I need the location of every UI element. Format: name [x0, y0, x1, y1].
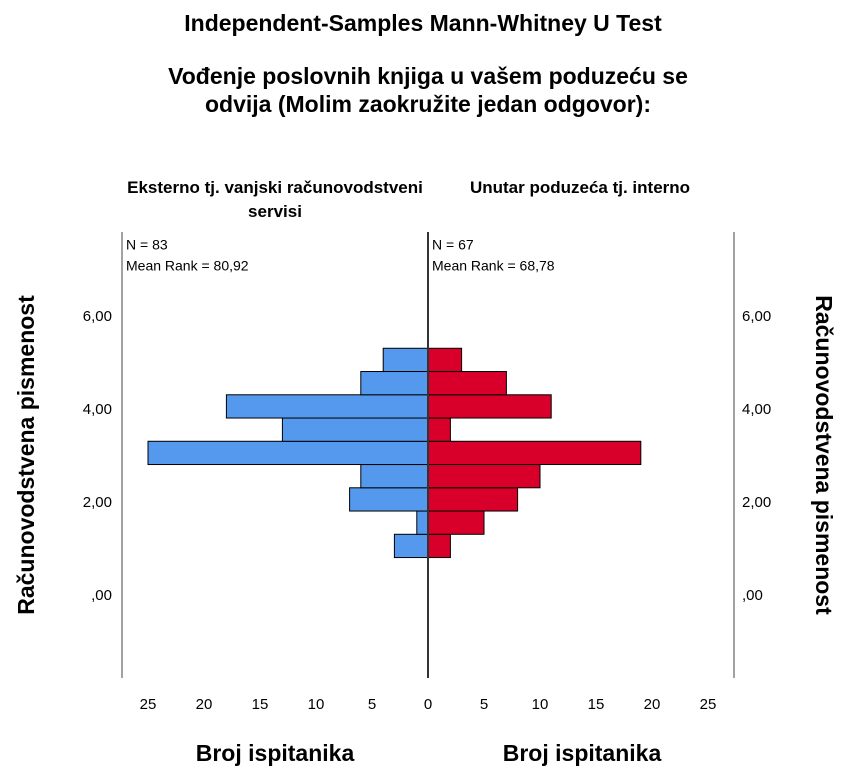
- bar: [147, 440, 429, 466]
- bar: [349, 487, 429, 512]
- x-tick-label: 5: [368, 696, 376, 713]
- bar: [382, 347, 429, 373]
- x-axis-label: Broj ispitanika: [503, 740, 662, 766]
- chart-subtitle: Vođenje poslovnih knjiga u vašem poduzeć…: [168, 63, 688, 117]
- x-tick-label: 10: [308, 696, 325, 713]
- bar: [427, 394, 552, 419]
- annotation: N = 67: [432, 237, 474, 253]
- bar: [427, 440, 642, 466]
- y-axis-label: Računovodstvena pismenost: [811, 295, 837, 615]
- y-tick-label: 4,00: [742, 401, 771, 418]
- y-tick-label: 4,00: [83, 401, 112, 418]
- annotation: Mean Rank = 80,92: [126, 258, 249, 274]
- bar: [360, 371, 429, 396]
- group-label: Eksterno tj. vanjski računovodstveni ser…: [127, 178, 423, 221]
- x-tick-label: 15: [252, 696, 269, 713]
- bar: [427, 417, 451, 442]
- bar: [427, 510, 485, 535]
- x-axis-label: Broj ispitanika: [196, 740, 355, 766]
- bar: [427, 347, 463, 373]
- y-tick-label: ,00: [91, 587, 112, 604]
- bar: [393, 533, 429, 559]
- y-tick-label: 2,00: [83, 494, 112, 511]
- x-tick-label: 20: [644, 696, 661, 713]
- group-label: Unutar poduzeća tj. interno: [469, 178, 691, 197]
- y-tick-label: ,00: [742, 587, 763, 604]
- y-tick-label: 2,00: [742, 494, 771, 511]
- y-tick-label: 6,00: [83, 308, 112, 325]
- bar: [225, 394, 429, 419]
- chart-title: Independent-Samples Mann-Whitney U Test: [184, 10, 662, 36]
- x-tick-label: 10: [532, 696, 549, 713]
- bar: [427, 371, 507, 396]
- bar: [416, 510, 429, 535]
- bar: [427, 464, 541, 489]
- bar: [281, 417, 429, 442]
- x-tick-label: 20: [196, 696, 213, 713]
- bar: [427, 533, 451, 559]
- annotation: Mean Rank = 68,78: [432, 258, 555, 274]
- x-tick-label: 25: [140, 696, 157, 713]
- x-tick-label: 5: [480, 696, 488, 713]
- bar: [427, 487, 519, 512]
- x-tick-label: 0: [424, 696, 432, 713]
- y-tick-label: 6,00: [742, 308, 771, 325]
- x-tick-label: 15: [588, 696, 605, 713]
- bar: [360, 464, 429, 489]
- x-tick-label: 25: [700, 696, 717, 713]
- y-axis-label: Računovodstvena pismenost: [13, 295, 39, 615]
- annotation: N = 83: [126, 237, 168, 253]
